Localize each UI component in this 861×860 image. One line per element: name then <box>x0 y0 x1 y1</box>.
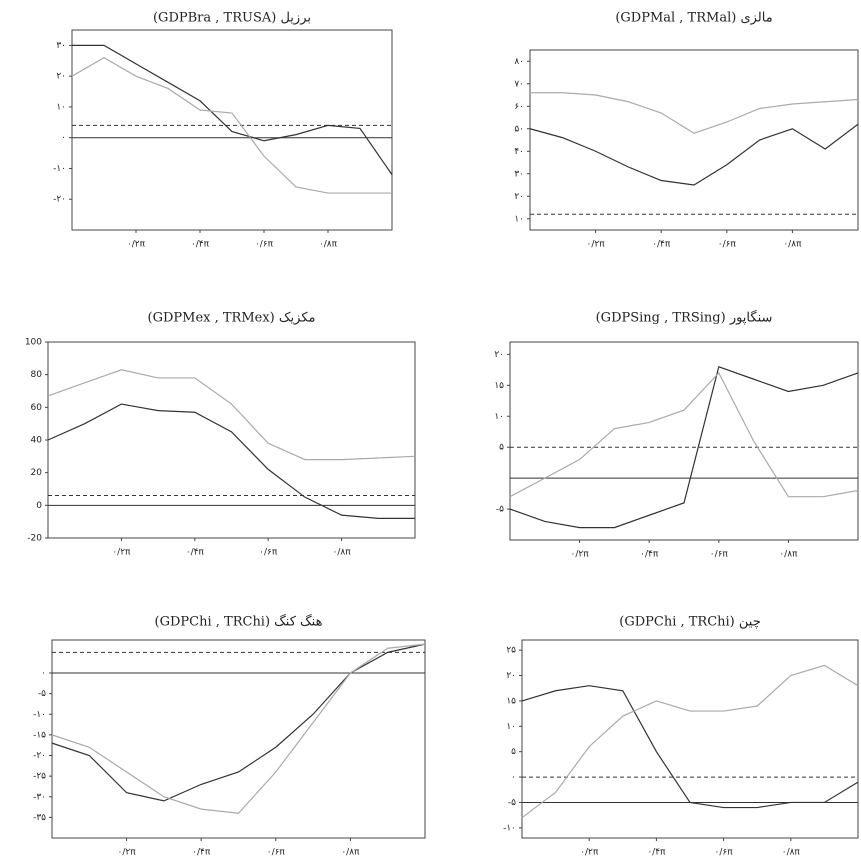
y-tick-label: 60 <box>31 403 43 413</box>
y-tick-label: -۵ <box>508 798 516 808</box>
x-tick-label: ۰/۲π <box>587 240 606 250</box>
y-tick-label: ۴۰ <box>514 147 524 157</box>
chart-title: (GDPChi , TRChi) چین <box>619 615 761 630</box>
data-line <box>509 371 859 498</box>
y-tick-label: ۷۰ <box>514 79 524 89</box>
x-tick-label: ۰/۲π <box>580 848 599 858</box>
y-tick-label: -۵ <box>496 505 504 515</box>
y-tick-label: ۱۰ <box>494 412 504 422</box>
x-tick-label: ۰/۸π <box>782 848 801 858</box>
data-line <box>47 403 415 519</box>
y-tick-label: 0 <box>36 501 42 511</box>
chart-title: (GDPChi , TRChi) هنگ کنگ <box>155 614 323 630</box>
x-tick-label: ۰/۸π <box>779 550 798 560</box>
x-tick-label: ۰/۶π <box>255 240 274 250</box>
y-tick-label: 40 <box>31 436 43 446</box>
x-tick-label: ۰/۴π <box>647 848 666 858</box>
y-tick-label: 100 <box>25 338 42 348</box>
x-tick-label: ۰/۴π <box>192 848 211 858</box>
data-line <box>529 123 859 186</box>
y-tick-label: -۳۰ <box>33 792 46 802</box>
y-tick-label: 20 <box>31 468 43 478</box>
y-tick-label: -۱۰ <box>503 823 516 833</box>
data-line <box>521 685 859 809</box>
data-line <box>47 369 416 461</box>
y-tick-label: ۱۵ <box>506 696 516 706</box>
plot-frame <box>529 49 859 231</box>
y-tick-label: ۱۰ <box>506 722 516 732</box>
x-tick-label: ۰/۴π <box>186 548 205 558</box>
y-tick-label: -۲۰ <box>33 751 46 761</box>
x-tick-label: ۰/۲π <box>127 240 146 250</box>
x-tick-label: ۰/۲π <box>118 848 137 858</box>
data-line <box>71 56 392 194</box>
x-tick-label: ۰/۶π <box>710 550 729 560</box>
y-tick-label: ۵ <box>499 443 504 453</box>
y-tick-label: -20 <box>27 534 42 544</box>
y-tick-label: ۶۰ <box>514 102 524 112</box>
y-tick-label: ۰ <box>511 773 516 783</box>
y-tick-label: ۱۵ <box>494 381 504 391</box>
y-tick-label: 80 <box>31 370 43 380</box>
x-tick-label: ۰/۶π <box>715 848 734 858</box>
y-tick-label: -۲۵ <box>33 772 46 782</box>
y-tick-label: ۱۰ <box>514 214 524 224</box>
y-tick-label: -۱۰ <box>33 710 46 720</box>
y-tick-label: ۳۰ <box>56 41 66 51</box>
y-tick-label: ۱۰ <box>56 102 66 112</box>
y-tick-label: -۳۵ <box>33 813 46 823</box>
data-line <box>530 92 859 134</box>
y-tick-label: ۲۰ <box>494 350 504 360</box>
chart-title: (GDPMex , TRMex) مکزیک <box>148 311 316 326</box>
plot-frame <box>51 639 426 839</box>
y-tick-label: ۲۰ <box>514 192 524 202</box>
y-tick-label: -۵ <box>38 689 46 699</box>
y-tick-label: ۰ <box>41 669 46 679</box>
x-tick-label: ۰/۸π <box>341 848 360 858</box>
y-tick-label: ۲۰ <box>56 72 66 82</box>
y-tick-label: ۵۰ <box>514 124 524 134</box>
y-tick-label: -۲۰ <box>53 195 66 205</box>
y-tick-label: -۱۰ <box>53 164 66 174</box>
x-tick-label: ۰/۶π <box>718 240 737 250</box>
data-line <box>51 643 426 814</box>
y-tick-label: ۲۵ <box>506 646 516 656</box>
plot-frame <box>71 29 393 231</box>
chart-title: (GDPSing , TRSing) سنگاپور <box>596 310 773 326</box>
plot-frame <box>521 639 859 839</box>
data-line <box>72 44 393 175</box>
y-tick-label: ۲۰ <box>506 671 516 681</box>
x-tick-label: ۰/۶π <box>259 548 278 558</box>
plot-frame <box>47 341 416 539</box>
y-tick-label: ۵ <box>511 747 516 757</box>
x-tick-label: ۰/۸π <box>319 240 338 250</box>
x-tick-label: ۰/۲π <box>112 548 131 558</box>
y-tick-label: -۱۵ <box>33 730 46 740</box>
x-tick-label: ۰/۸π <box>333 548 352 558</box>
y-tick-label: ۸۰ <box>514 57 524 67</box>
y-tick-label: ۳۰ <box>514 169 524 179</box>
data-line <box>51 643 426 802</box>
plot-frame <box>509 341 859 541</box>
x-tick-label: ۰/۲π <box>571 550 590 560</box>
x-tick-label: ۰/۴π <box>191 240 210 250</box>
data-line <box>521 664 859 819</box>
x-tick-label: ۰/۴π <box>640 550 659 560</box>
data-line <box>509 365 859 529</box>
y-tick-label: ۰ <box>61 133 66 143</box>
x-tick-label: ۰/۶π <box>267 848 286 858</box>
chart-title: (GDPMal , TRMal) مالزی <box>615 11 772 26</box>
x-tick-label: ۰/۸π <box>783 240 802 250</box>
chart-title: (GDPBra , TRUSA) برزیل <box>153 11 311 26</box>
x-tick-label: ۰/۴π <box>652 240 671 250</box>
